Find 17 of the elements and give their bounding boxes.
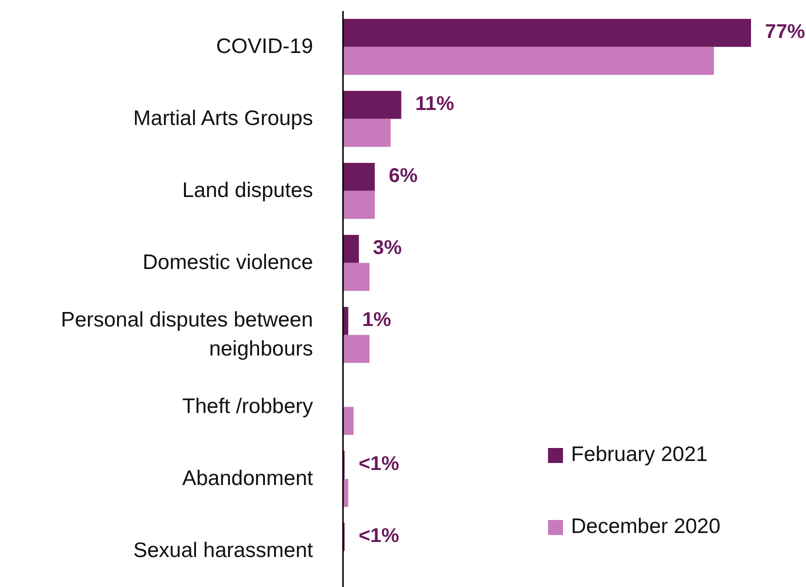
y-tick-label: Sexual harassment	[133, 538, 314, 562]
data-label: <1%	[358, 453, 400, 476]
data-label: 77%	[765, 21, 806, 44]
y-tick-label: Abandonment	[182, 466, 314, 490]
y-tick-label: Theft /robbery	[182, 394, 314, 418]
y-tick-label: Personal disputes between neighbours	[60, 308, 313, 360]
y-tick-label: Martial Arts Groups	[133, 106, 313, 130]
y-tick-label: Domestic violence	[142, 250, 313, 274]
data-label: 6%	[388, 165, 418, 188]
data-label: <1%	[358, 525, 400, 548]
data-label: 3%	[372, 237, 402, 260]
data-label: 1%	[362, 309, 392, 332]
y-tick-label: COVID-19	[216, 34, 313, 58]
data-label: 11%	[415, 93, 454, 116]
legend-label: February 2021	[571, 443, 708, 467]
legend-label: December 2020	[571, 515, 720, 539]
y-tick-label: Land disputes	[182, 178, 313, 202]
